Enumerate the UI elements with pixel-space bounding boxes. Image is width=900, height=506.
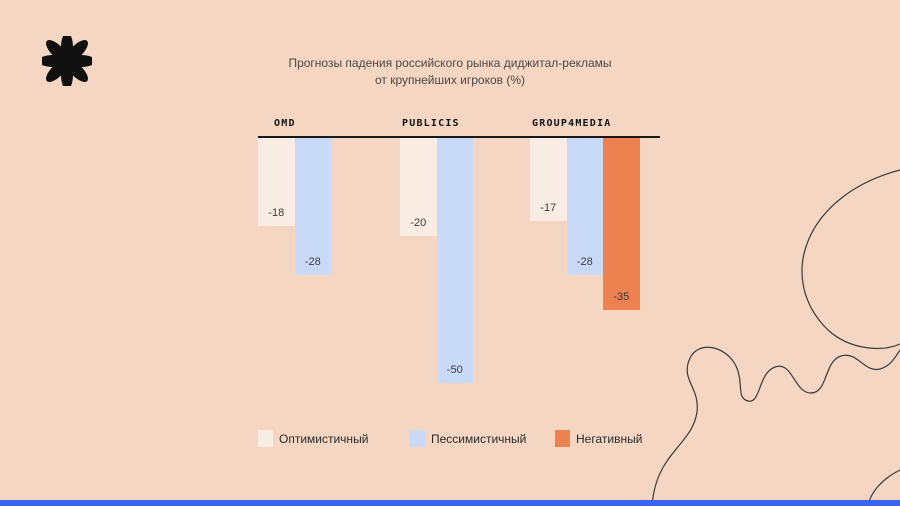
category-label: PUBLICIS (402, 118, 460, 129)
legend-item-pessimistic: Пессимистичный (410, 430, 526, 447)
legend-item-optimistic: Оптимистичный (258, 430, 368, 447)
bar: -28 (566, 138, 603, 275)
bar-value-label: -35 (613, 291, 630, 303)
bar: -28 (294, 138, 331, 275)
bar-chart: OMD -18 -28 PUBLICIS -20 -50 GROUP4MEDIA -17 -28… (258, 116, 678, 416)
bar: -50 (436, 138, 473, 383)
bar-value-label: -50 (446, 364, 463, 376)
bar: -20 (400, 138, 437, 236)
flower-asterisk-logo (38, 32, 96, 90)
bar-value-label: -17 (540, 202, 557, 214)
legend: Оптимистичный Пессимистичный Негативный (0, 430, 900, 450)
legend-swatch-negative (555, 430, 570, 447)
bar-value-label: -20 (410, 217, 427, 229)
legend-swatch-pessimistic (410, 430, 425, 447)
legend-label: Оптимистичный (279, 431, 369, 446)
bar-value-label: -28 (304, 256, 321, 268)
category-label: GROUP4MEDIA (532, 118, 612, 129)
legend-label: Пессимистичный (431, 431, 527, 446)
bar: -18 (258, 138, 295, 226)
bar: -35 (603, 138, 640, 310)
bar: -17 (530, 138, 567, 221)
chart-title: Прогнозы падения российского рынка диджи… (250, 55, 650, 89)
bar-value-label: -28 (576, 256, 593, 268)
legend-label: Негативный (576, 431, 643, 446)
legend-item-negative: Негативный (555, 430, 642, 447)
chart-title-line2: от крупнейших игроков (%) (374, 73, 526, 87)
chart-title-line1: Прогнозы падения российского рынка диджи… (288, 56, 612, 70)
bottom-strip (0, 500, 900, 506)
category-label: OMD (274, 118, 296, 129)
legend-swatch-optimistic (258, 430, 273, 447)
bar-value-label: -18 (268, 207, 285, 219)
flower-asterisk-icon (38, 32, 96, 90)
chart-baseline (258, 136, 660, 138)
